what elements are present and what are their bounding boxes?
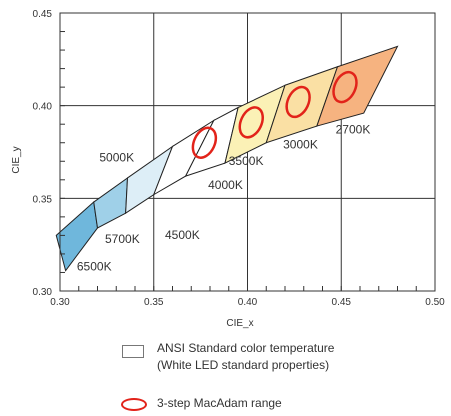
x-axis-label: CIE_x	[226, 318, 253, 329]
x-tick-label: 0.30	[50, 297, 70, 308]
color-temperature-bins	[55, 45, 399, 272]
x-tick-label: 0.45	[332, 297, 352, 308]
bin-label-2700K: 2700K	[336, 122, 371, 136]
x-tick-label: 0.50	[425, 297, 445, 308]
macadam-ellipse	[285, 85, 311, 119]
legend-macadam-text: 3-step MacAdam range	[157, 396, 282, 410]
bin-label-4000K: 4000K	[208, 178, 243, 192]
y-tick-label: 0.40	[33, 102, 53, 113]
macadam-ellipse	[332, 70, 358, 104]
x-tick-label: 0.35	[144, 297, 164, 308]
bin-label-6500K: 6500K	[77, 260, 112, 274]
bin-5700K	[93, 176, 129, 229]
y-tick-label: 0.35	[33, 194, 53, 205]
bin-labels: 6500K 5700K 5000K 4500K 4000K 3500K 3000K 2700K	[77, 122, 370, 273]
legend-standard-swatch	[122, 345, 144, 358]
plot-frame	[59, 12, 436, 292]
legend-standard-line1: ANSI Standard color temperature	[157, 341, 335, 355]
bin-label-4500K: 4500K	[165, 228, 200, 242]
bin-label-3500K: 3500K	[229, 154, 264, 168]
legend-macadam-swatch	[121, 398, 147, 411]
y-tick-label: 0.30	[33, 287, 53, 298]
bin-label-5700K: 5700K	[105, 232, 140, 246]
x-tick-label: 0.40	[238, 297, 258, 308]
axis-ticks: 0.30 0.35 0.40 0.45 0.50 0.30 0.35 0.40 0.45	[33, 9, 446, 308]
macadam-ellipse	[238, 106, 264, 139]
legend-standard-text: ANSI Standard color temperature (White L…	[157, 340, 334, 374]
bin-label-5000K: 5000K	[99, 150, 134, 164]
macadam-ellipses	[191, 70, 358, 159]
bin-label-3000K: 3000K	[283, 137, 318, 151]
legend-standard-line2: (White LED standard properties)	[157, 358, 330, 372]
macadam-ellipse	[191, 126, 218, 159]
y-axis-label: CIE_y	[11, 146, 22, 173]
y-tick-label: 0.45	[33, 9, 53, 20]
